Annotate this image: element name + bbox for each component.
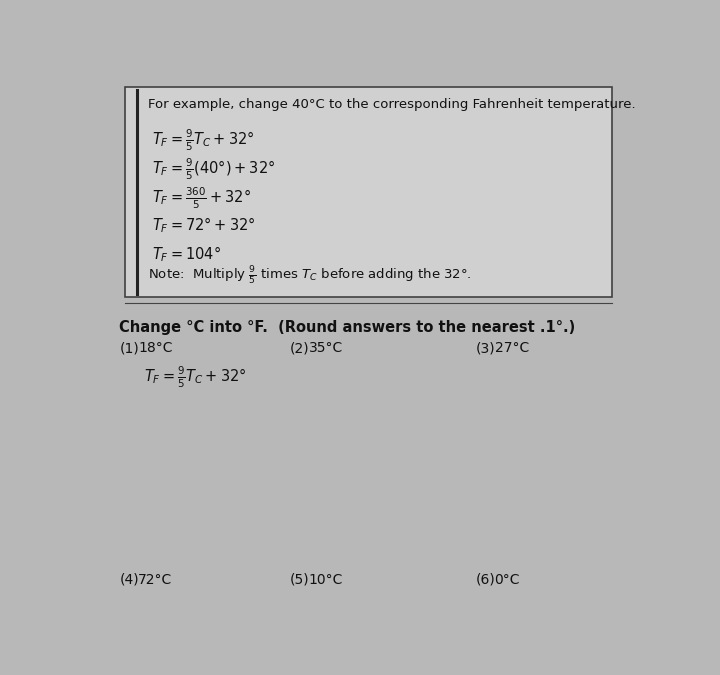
Text: 10°C: 10°C	[309, 573, 343, 587]
Text: $T_F = \frac{9}{5}(40°) + 32°$: $T_F = \frac{9}{5}(40°) + 32°$	[152, 157, 275, 182]
FancyBboxPatch shape	[125, 87, 611, 296]
Text: 0°C: 0°C	[495, 573, 520, 587]
Text: (4): (4)	[120, 573, 139, 587]
Text: (6): (6)	[476, 573, 495, 587]
Text: 18°C: 18°C	[138, 342, 173, 355]
Text: $T_F = 104°$: $T_F = 104°$	[152, 244, 221, 264]
Text: 72°C: 72°C	[138, 573, 172, 587]
Text: $T_F = \frac{9}{5}T_C + 32°$: $T_F = \frac{9}{5}T_C + 32°$	[152, 127, 255, 153]
Text: 35°C: 35°C	[309, 342, 343, 355]
Text: (5): (5)	[290, 573, 310, 587]
Text: (3): (3)	[476, 342, 495, 355]
Text: For example, change 40°C to the corresponding Fahrenheit temperature.: For example, change 40°C to the correspo…	[148, 98, 636, 111]
Text: $T_F = \frac{9}{5}T_C + 32°$: $T_F = \frac{9}{5}T_C + 32°$	[144, 364, 247, 389]
Text: Note:  Multiply $\frac{9}{5}$ times $T_C$ before adding the 32°.: Note: Multiply $\frac{9}{5}$ times $T_C$…	[148, 265, 472, 288]
Text: $T_F = \frac{360}{5} + 32°$: $T_F = \frac{360}{5} + 32°$	[152, 186, 251, 211]
Text: Change °C into °F.  (Round answers to the nearest .1°.): Change °C into °F. (Round answers to the…	[119, 320, 575, 335]
Text: $T_F = 72° + 32°$: $T_F = 72° + 32°$	[152, 215, 256, 235]
Text: 27°C: 27°C	[495, 342, 528, 355]
Text: (2): (2)	[290, 342, 310, 355]
Text: (1): (1)	[120, 342, 139, 355]
